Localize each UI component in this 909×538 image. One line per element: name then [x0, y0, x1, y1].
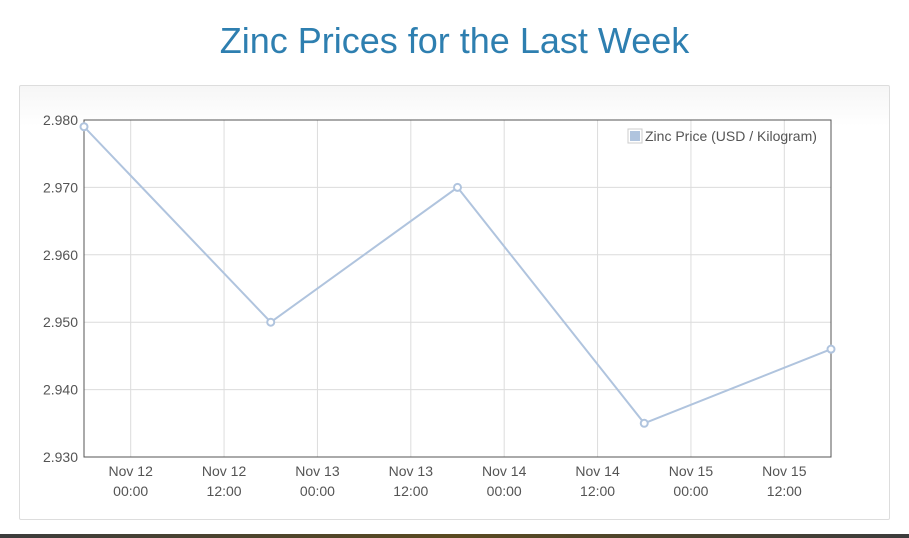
data-point	[266, 317, 276, 327]
x-tick-label: 12:00	[207, 483, 242, 499]
x-tick-label: 00:00	[300, 483, 335, 499]
x-tick-label: 12:00	[767, 483, 802, 499]
plot-border	[83, 119, 832, 458]
x-tick-label: 00:00	[113, 483, 148, 499]
x-tick-label: 00:00	[487, 483, 522, 499]
x-tick-label: Nov 14	[575, 463, 620, 479]
page-footer-strip	[0, 534, 909, 538]
y-tick-label: 2.980	[43, 112, 78, 128]
x-tick-label: 12:00	[580, 483, 615, 499]
x-tick-label: Nov 13	[295, 463, 340, 479]
x-tick-label: Nov 15	[762, 463, 807, 479]
legend-swatch	[630, 131, 640, 141]
x-tick-label: 00:00	[673, 483, 708, 499]
chart-title: Zinc Prices for the Last Week	[219, 20, 690, 61]
data-point	[826, 344, 836, 354]
plot-area	[84, 120, 831, 457]
y-tick-label: 2.940	[43, 382, 78, 398]
y-tick-label: 2.930	[43, 449, 78, 465]
data-point	[639, 418, 649, 428]
x-tick-label: Nov 12	[202, 463, 247, 479]
data-point	[79, 122, 89, 132]
y-tick-label: 2.960	[43, 247, 78, 263]
x-tick-label: Nov 12	[109, 463, 154, 479]
x-tick-label: Nov 13	[389, 463, 434, 479]
data-point	[453, 182, 462, 192]
x-tick-label: Nov 14	[482, 463, 527, 479]
legend-label: Zinc Price (USD / Kilogram)	[645, 128, 817, 144]
y-tick-label: 2.970	[43, 179, 78, 195]
y-tick-label: 2.950	[43, 314, 78, 330]
x-tick-label: Nov 15	[669, 463, 714, 479]
x-tick-label: 12:00	[393, 483, 428, 499]
